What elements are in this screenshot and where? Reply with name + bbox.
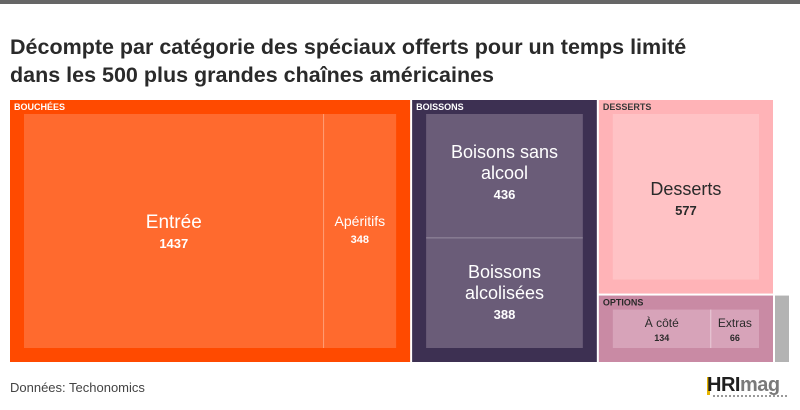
hrimag-logo: HRImag [707,374,793,402]
tile-label-aperitifs: Apéritifs [335,213,386,229]
chart-title: Décompte par catégorie des spéciaux offe… [10,33,790,89]
tile-desserts [612,114,759,280]
logo-accent-bar [707,377,710,395]
group-label-bouchees: BOUCHÉES [14,102,65,112]
group-label-options: OPTIONS [603,298,644,308]
tile-label-a-cote: À côté [645,315,679,330]
tile-options [612,309,759,348]
data-source: Données: Techonomics [10,380,145,395]
tile-label-desserts: Desserts [650,179,721,199]
tile-entree [24,114,397,348]
tile-value-entree: 1437 [159,236,188,251]
tile-value-alcolisees: 388 [494,307,516,322]
logo-mag-text: mag [739,374,780,396]
tile-boissons [426,114,583,348]
tile-label-sans-alcool-1: Boisons sans [451,142,558,162]
logo-tagline [713,395,787,400]
group-label-desserts: DESSERTS [603,102,652,112]
tile-sliver-other [775,295,789,362]
chart-title-line-1: Décompte par catégorie des spéciaux offe… [10,35,687,59]
tile-value-extras: 66 [730,333,740,343]
top-border [0,0,800,4]
tile-value-aperitifs: 348 [351,234,369,246]
tile-label-extras: Extras [718,316,752,330]
logo-wordmark: HRImag [707,374,780,396]
tile-label-alcolisees-1: Boissons [468,262,541,282]
tile-value-desserts: 577 [675,203,697,218]
tile-label-sans-alcool-2: alcool [481,163,528,183]
tile-value-a-cote: 134 [654,333,669,343]
chart-title-line-2: dans les 500 plus grandes chaînes améric… [10,63,494,87]
logo-hr-text: HRI [707,374,740,396]
group-label-boissons: BOISSONS [416,102,464,112]
tile-label-entree: Entrée [146,212,202,233]
tile-label-alcolisees-2: alcolisées [465,283,544,303]
tile-value-sans-alcool: 436 [494,187,516,202]
